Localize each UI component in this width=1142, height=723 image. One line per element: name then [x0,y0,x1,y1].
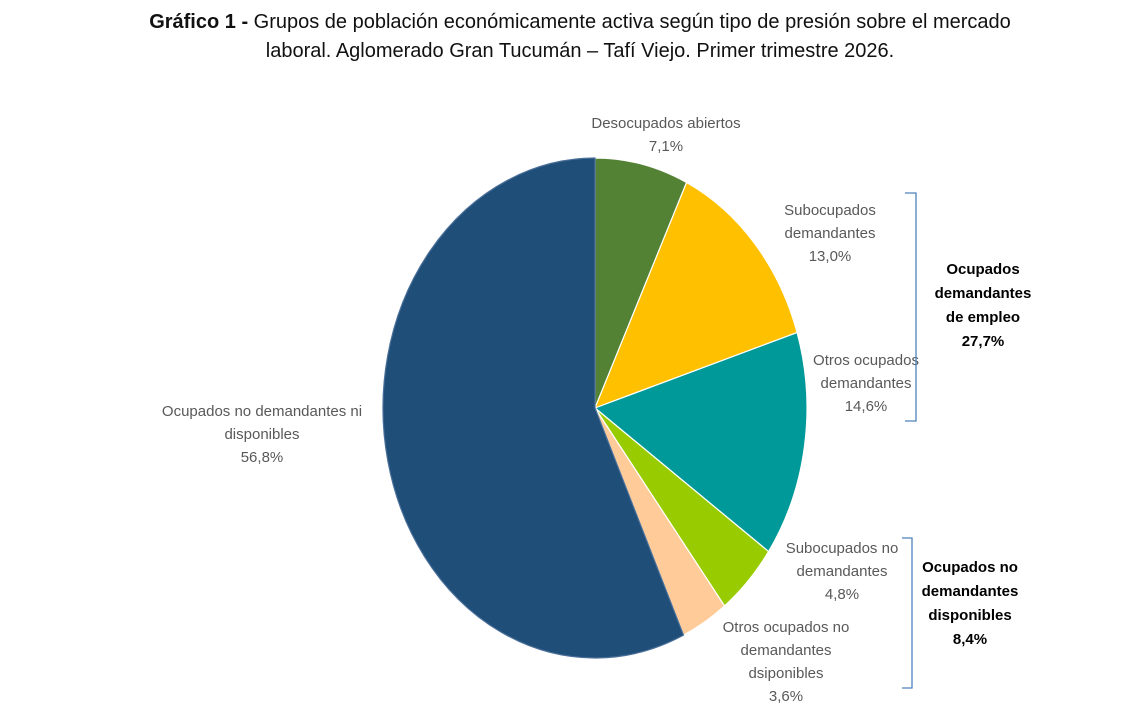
slice-label-6: Ocupados no demandantes ni disponibles 56,… [162,403,362,466]
slice-label-4: Subocupados no demandantes 4,8% [786,540,899,603]
chart-title-bold: Gráfico 1 - [149,11,249,33]
slice-labels: Desocupados abiertos 7,1% Subocupados deman… [162,115,919,705]
pie-slice-1 [594,157,688,409]
pie-slice-6 [382,157,685,659]
group-label-2: Ocupados no demandantes disponibles 8,4% [922,559,1019,648]
group-label-1: Ocupados demandantes de empleo 27,7% [935,261,1032,350]
pie-slice-2 [593,181,798,410]
chart-title-text: Grupos de población económicamente activ… [248,11,1011,62]
pie-slice-3 [593,331,808,553]
chart-title: Gráfico 1 - Grupos de población económic… [120,8,1040,66]
slice-label-5: Otros ocupados no demandantes dsiponibles 3… [723,619,850,705]
pie-slices [382,157,808,659]
group-annotations: Ocupados demandantes de empleo 27,7% Ocupado… [902,192,1032,689]
slice-label-3: Otros ocupados demandantes 14,6% [813,352,919,415]
group-brace-1 [905,192,917,422]
group-brace-2 [902,537,913,689]
slice-label-2: Subocupados demandantes 13,0% [784,202,876,265]
slice-label-1: Desocupados abiertos 7,1% [591,115,740,155]
